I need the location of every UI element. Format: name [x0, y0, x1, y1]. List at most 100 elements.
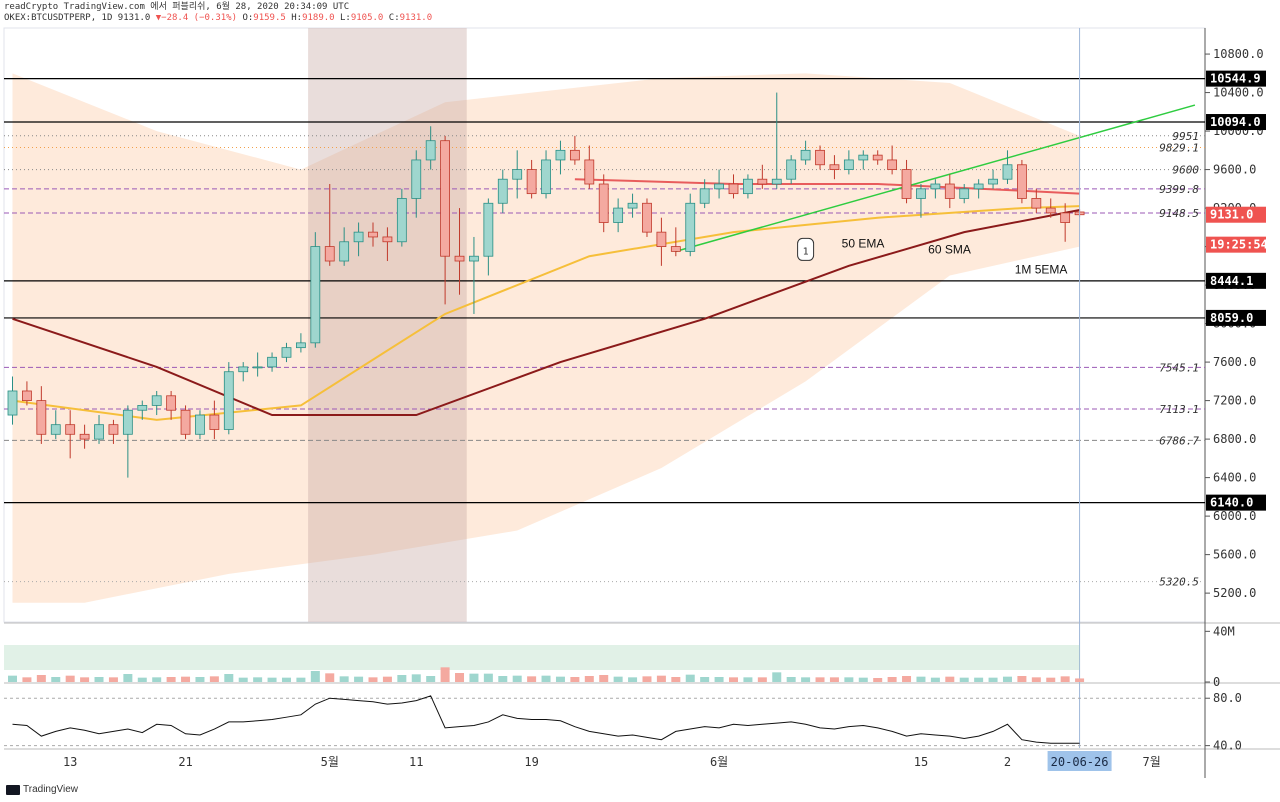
- candle-body: [714, 183, 724, 190]
- open-label: O:: [242, 13, 254, 23]
- volume-bar: [296, 677, 306, 682]
- high-label: H:: [291, 13, 303, 23]
- volume-tick-label: 0: [1213, 675, 1220, 689]
- y-tick-label: 6800.0: [1213, 432, 1256, 446]
- volume-bar: [512, 675, 522, 682]
- volume-bar: [310, 671, 320, 682]
- rsi-tick-label: 80.0: [1213, 691, 1242, 705]
- candle-body: [916, 188, 926, 199]
- y-tick-label: 10400.0: [1213, 86, 1264, 100]
- candle-body: [79, 433, 90, 440]
- candle-body: [497, 178, 508, 204]
- y-tick-label: 9600.0: [1213, 163, 1256, 177]
- volume-bar: [483, 673, 493, 682]
- volume-bar: [224, 674, 234, 682]
- volume-bar: [599, 675, 609, 682]
- candle-body: [872, 154, 883, 161]
- level-tag: [1206, 114, 1266, 131]
- candle-body: [944, 183, 955, 199]
- volume-bar: [873, 678, 883, 682]
- candle-body: [252, 366, 263, 369]
- y-tick-label: 5200.0: [1213, 586, 1256, 600]
- volume-bar: [772, 672, 782, 682]
- footer: TradingView: [6, 784, 78, 795]
- volume-bar: [729, 677, 738, 682]
- y-tick-label: 7200.0: [1213, 394, 1256, 408]
- volume-bar: [1075, 678, 1085, 682]
- volume-bar: [801, 677, 811, 682]
- candle-body: [541, 159, 551, 195]
- candle-body: [598, 183, 609, 223]
- candle-body: [382, 236, 393, 243]
- close-label: C:: [388, 13, 400, 23]
- candle-body: [699, 188, 710, 204]
- price-envelope: [12, 73, 1080, 603]
- volume-bar: [123, 674, 133, 682]
- volume-bar: [281, 677, 291, 682]
- candle-body: [526, 169, 537, 195]
- volume-bar: [628, 677, 638, 682]
- volume-bar: [382, 676, 392, 682]
- volume-bar: [887, 677, 897, 682]
- volume-bar: [815, 677, 825, 682]
- volume-bar: [80, 677, 90, 682]
- ohlc-line: OKEX:BTCUSDTPERP, 1D 9131.0 ▼−28.4 (−0.3…: [4, 13, 432, 24]
- volume-bar: [714, 677, 724, 682]
- level-tag: [1206, 70, 1266, 87]
- level-tag-label: 10544.9: [1210, 72, 1261, 86]
- candle-body: [238, 366, 249, 373]
- volume-bar: [411, 674, 421, 682]
- candle-body: [281, 347, 292, 358]
- candle-body: [1002, 164, 1013, 180]
- volume-bar: [786, 677, 796, 682]
- candle-body: [310, 246, 321, 344]
- volume-bar: [426, 676, 436, 682]
- candle-body: [757, 178, 768, 185]
- candle-body: [483, 202, 494, 257]
- volume-bar: [339, 676, 349, 682]
- volume-bar: [844, 677, 854, 682]
- volume-bar: [368, 677, 378, 682]
- candle-body: [195, 414, 205, 435]
- volume-bar: [325, 673, 335, 682]
- volume-tick-label: 40M: [1213, 624, 1235, 638]
- x-tick-label: 11: [409, 755, 423, 769]
- level-tag-label: 8444.1: [1210, 274, 1253, 288]
- level-tag-label: 8059.0: [1210, 311, 1253, 325]
- candle-body: [843, 159, 854, 170]
- candle-body: [22, 390, 32, 402]
- change-value: ▼−28.4 (−0.31%): [155, 13, 238, 23]
- candle-body: [469, 255, 479, 262]
- volume-bar: [1031, 677, 1041, 682]
- candle-body: [555, 149, 566, 161]
- volume-bar: [1046, 677, 1056, 682]
- candle-body: [411, 159, 422, 199]
- candle-body: [988, 178, 998, 185]
- level-label: 9600: [1173, 164, 1200, 177]
- level-label: 5320.5: [1159, 576, 1199, 589]
- volume-bar: [65, 675, 75, 682]
- volume-bar: [700, 677, 710, 682]
- volume-bar: [22, 677, 32, 682]
- volume-bar: [570, 677, 580, 682]
- x-tick-label: 2: [1004, 755, 1011, 769]
- candle-body: [267, 356, 277, 368]
- volume-bar: [541, 675, 551, 682]
- close-value: 9131.0: [399, 13, 433, 23]
- volume-bar: [829, 677, 839, 682]
- candle-body: [1060, 212, 1071, 223]
- tradingview-logo-icon: [6, 784, 20, 795]
- rsi-tick-label: 40.0: [1213, 739, 1242, 753]
- candle-body: [771, 178, 782, 185]
- annotation-label: 1M 5EMA: [1015, 263, 1068, 277]
- candle-body: [685, 202, 696, 252]
- brand-name: TradingView: [23, 784, 79, 795]
- volume-bar: [613, 676, 623, 682]
- crosshair-date-label: 20-06-26: [1051, 755, 1109, 769]
- candle-body: [454, 255, 465, 262]
- volume-bar: [757, 677, 767, 682]
- volume-bar: [1002, 676, 1012, 682]
- candle-body: [137, 405, 148, 411]
- volume-bar: [1060, 676, 1070, 682]
